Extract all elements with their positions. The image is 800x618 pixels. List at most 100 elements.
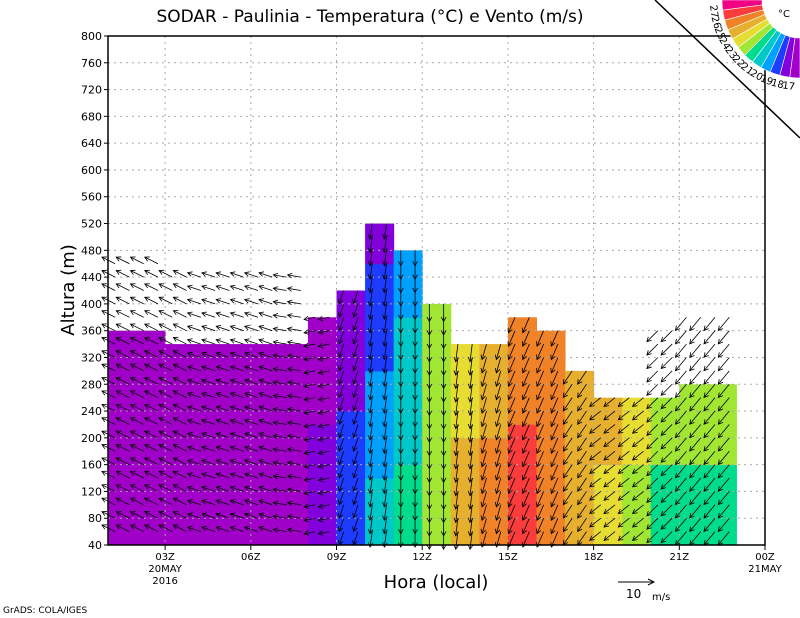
wind-arrow-head <box>317 423 324 429</box>
temperature-cell <box>450 518 480 533</box>
wind-arrow-head <box>536 341 542 347</box>
wind-arrow <box>229 445 244 452</box>
wind-arrow-shaft <box>383 437 387 454</box>
wind-arrow <box>494 410 502 428</box>
wind-arrow-head <box>467 464 474 470</box>
wind-arrow-head <box>115 403 122 409</box>
wind-arrow-head <box>412 301 418 307</box>
wind-arrow-shaft <box>563 370 573 385</box>
wind-arrow-shaft <box>338 504 345 519</box>
wind-arrow-head <box>258 338 265 344</box>
wind-arrow <box>536 464 544 481</box>
wind-arrow <box>507 384 516 401</box>
wind-arrow <box>453 531 459 551</box>
temperature-cell <box>250 397 280 412</box>
wind-arrow-head <box>689 379 695 385</box>
wind-arrow <box>412 250 418 267</box>
wind-arrow <box>382 236 388 254</box>
wind-arrow-head <box>101 457 107 463</box>
wind-arrow <box>158 323 173 332</box>
wind-arrow-shaft <box>369 464 373 481</box>
wind-arrow-shaft <box>144 497 159 506</box>
temperature-cell <box>136 504 166 519</box>
wind-arrow-shaft <box>353 330 359 345</box>
wind-arrow-shaft <box>318 437 330 441</box>
wind-arrow-head <box>617 428 624 434</box>
wind-arrow-head <box>412 261 418 267</box>
wind-arrow-shaft <box>158 511 173 519</box>
wind-arrow <box>674 477 687 492</box>
wind-arrow-shaft <box>703 464 716 479</box>
wind-arrow-shaft <box>244 299 259 305</box>
wind-arrow-head <box>412 354 418 361</box>
temperature-cell <box>193 437 223 452</box>
wind-arrow-head <box>286 326 293 332</box>
wind-arrow-shaft <box>703 450 716 465</box>
wind-arrow-shaft <box>455 384 459 402</box>
wind-arrow-shaft <box>130 350 144 358</box>
wind-arrow-head <box>172 296 179 302</box>
wind-arrow <box>603 464 616 474</box>
wind-arrow-head <box>494 475 501 481</box>
wind-arrow <box>352 343 359 359</box>
x-tick-label: 00Z <box>755 552 775 563</box>
wind-arrow <box>480 357 487 374</box>
wind-arrow-head <box>440 450 447 457</box>
y-tick-label: 720 <box>81 84 102 97</box>
temperature-cell <box>222 397 252 412</box>
wind-arrow <box>398 250 404 267</box>
wind-arrow <box>272 420 287 426</box>
wind-arrow-shaft <box>618 397 630 407</box>
wind-arrow-shaft <box>536 491 544 507</box>
temperature-cell <box>108 504 138 519</box>
temperature-cell <box>707 464 737 479</box>
wind-arrow-shaft <box>689 450 702 465</box>
wind-arrow-head <box>577 512 583 519</box>
wind-arrow <box>286 473 301 480</box>
wind-arrow <box>577 397 587 412</box>
wind-arrow-shaft <box>369 277 373 293</box>
wind-arrow <box>617 504 630 515</box>
wind-arrow <box>172 363 187 372</box>
wind-arrow-head <box>215 391 222 398</box>
wind-arrow-shaft <box>158 363 173 372</box>
wind-arrow-shaft <box>353 397 359 411</box>
wind-arrow <box>521 451 530 468</box>
wind-arrow-shaft <box>383 518 387 534</box>
wind-arrow <box>337 518 345 533</box>
wind-arrow-head <box>243 351 250 358</box>
wind-arrow <box>258 512 273 519</box>
wind-arrow-head <box>689 472 695 479</box>
wind-arrow <box>172 497 187 506</box>
wind-arrow-head <box>453 450 459 457</box>
wind-arrow <box>144 444 159 452</box>
temperature-cell <box>307 317 338 332</box>
wind-arrow <box>689 437 702 452</box>
wind-arrow-head <box>337 432 344 439</box>
wind-arrow-head <box>317 503 324 509</box>
wind-arrow-shaft <box>173 337 187 345</box>
wind-arrow-shaft <box>495 437 502 454</box>
wind-arrow-shaft <box>369 236 373 253</box>
wind-arrow-shaft <box>244 446 259 452</box>
wind-arrow-shaft <box>216 526 230 532</box>
wind-arrow <box>258 432 273 439</box>
wind-arrow-head <box>258 525 265 532</box>
temperature-cell <box>479 531 509 546</box>
wind-arrow <box>717 343 730 358</box>
wind-arrow <box>382 437 388 455</box>
wind-arrow-head <box>674 352 681 358</box>
wind-arrow <box>577 370 587 385</box>
wind-arrow <box>215 351 230 358</box>
wind-arrow-shaft <box>287 368 301 372</box>
wind-arrow <box>337 317 345 332</box>
wind-arrow-head <box>186 298 193 304</box>
wind-arrow-shaft <box>689 517 702 532</box>
wind-arrow-shaft <box>369 223 373 239</box>
wind-arrow-shaft <box>244 526 259 532</box>
wind-arrow-shaft <box>577 517 587 532</box>
wind-arrow-head <box>521 421 527 428</box>
wind-arrow-head <box>229 338 236 344</box>
wind-arrow-shaft <box>187 312 201 318</box>
wind-arrow-shaft <box>116 524 130 532</box>
